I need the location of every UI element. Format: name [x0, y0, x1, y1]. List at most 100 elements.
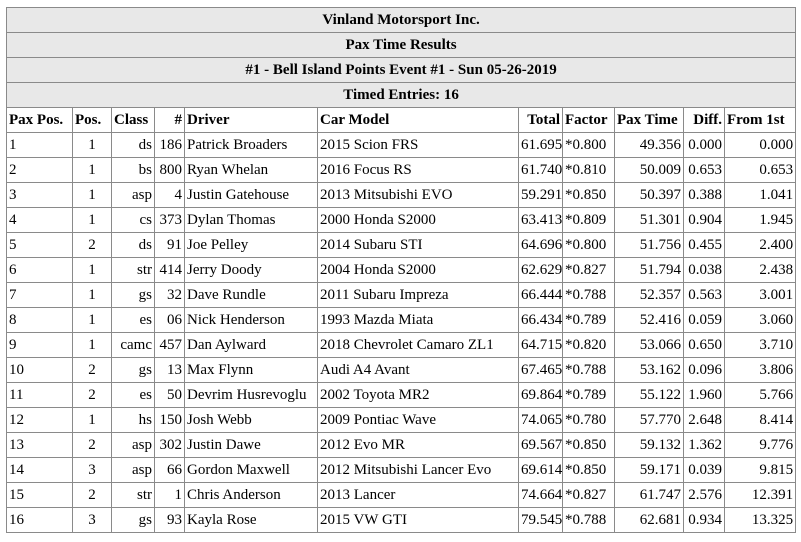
cell-diff: 1.960	[683, 382, 725, 408]
cell-from-first: 3.060	[723, 307, 797, 333]
org-title: Vinland Motorsport Inc.	[5, 7, 797, 33]
report-title-row: Pax Time Results	[5, 32, 797, 58]
cell-pos: 1	[72, 157, 112, 183]
cell-diff: 0.038	[683, 257, 725, 283]
cell-driver: Dan Aylward	[184, 332, 318, 358]
cell-car-number: 66	[154, 457, 185, 483]
cell-driver: Nick Henderson	[184, 307, 318, 333]
cell-pax-time: 50.397	[614, 182, 684, 208]
cell-total: 69.864	[518, 382, 563, 408]
cell-driver: Devrim Husrevoglu	[184, 382, 318, 408]
cell-class: ds	[111, 232, 155, 258]
cell-total: 66.444	[518, 282, 563, 308]
table-row: 10 2 gs 13 Max Flynn Audi A4 Avant 67.465 *0.78…	[6, 357, 797, 383]
cell-car-number: 150	[154, 407, 185, 433]
table-row: 4 1 cs 373 Dylan Thomas 2000 Honda S2000 63.41…	[6, 207, 797, 233]
cell-total: 59.291	[518, 182, 563, 208]
table-row: 3 1 asp 4 Justin Gatehouse 2013 Mitsubishi EV…	[6, 182, 797, 208]
cell-factor: *0.789	[562, 307, 615, 333]
cell-car-number: 06	[154, 307, 185, 333]
cell-class: camc	[111, 332, 155, 358]
cell-class: asp	[111, 457, 155, 483]
cell-pos: 1	[72, 282, 112, 308]
cell-pax-pos: 10	[6, 357, 73, 383]
cell-pax-time: 61.747	[614, 482, 684, 508]
cell-total: 64.696	[518, 232, 563, 258]
table-row: 11 2 es 50 Devrim Husrevoglu 2002 Toyota MR2 6…	[6, 382, 797, 408]
cell-car-model: 2018 Chevrolet Camaro ZL1	[317, 332, 519, 358]
cell-car-model: 2009 Pontiac Wave	[317, 407, 519, 433]
table-row: 7 1 gs 32 Dave Rundle 2011 Subaru Impreza 66.4…	[6, 282, 797, 308]
col-header-pax-time: Pax Time	[614, 107, 684, 133]
cell-pax-time: 57.770	[614, 407, 684, 433]
cell-class: gs	[111, 507, 155, 533]
cell-pax-pos: 1	[6, 132, 73, 158]
cell-pax-time: 59.171	[614, 457, 684, 483]
cell-pax-pos: 15	[6, 482, 73, 508]
cell-total: 63.413	[518, 207, 563, 233]
cell-pax-pos: 8	[6, 307, 73, 333]
cell-factor: *0.850	[562, 432, 615, 458]
cell-factor: *0.827	[562, 257, 615, 283]
cell-factor: *0.850	[562, 182, 615, 208]
cell-pax-time: 52.416	[614, 307, 684, 333]
cell-car-number: 186	[154, 132, 185, 158]
cell-factor: *0.780	[562, 407, 615, 433]
table-row: 6 1 str 414 Jerry Doody 2004 Honda S2000 62.62…	[6, 257, 797, 283]
event-title-row: #1 - Bell Island Points Event #1 - Sun 0…	[5, 57, 797, 83]
cell-driver: Gordon Maxwell	[184, 457, 318, 483]
table-row: 13 2 asp 302 Justin Dawe 2012 Evo MR 69.567 *0.…	[6, 432, 797, 458]
cell-from-first: 12.391	[723, 482, 797, 508]
cell-driver: Joe Pelley	[184, 232, 318, 258]
cell-from-first: 9.776	[723, 432, 797, 458]
cell-car-model: 2012 Evo MR	[317, 432, 519, 458]
cell-class: str	[111, 482, 155, 508]
table-row: 15 2 str 1 Chris Anderson 2013 Lancer 74.664 *0…	[6, 482, 797, 508]
cell-class: gs	[111, 282, 155, 308]
cell-from-first: 3.001	[723, 282, 797, 308]
cell-pax-time: 51.756	[614, 232, 684, 258]
cell-from-first: 0.653	[723, 157, 797, 183]
cell-factor: *0.788	[562, 357, 615, 383]
cell-class: asp	[111, 432, 155, 458]
cell-total: 61.695	[518, 132, 563, 158]
cell-car-model: 2013 Lancer	[317, 482, 519, 508]
cell-car-number: 1	[154, 482, 185, 508]
cell-diff: 0.000	[683, 132, 725, 158]
cell-class: asp	[111, 182, 155, 208]
pax-results-table: Vinland Motorsport Inc. Pax Time Results…	[5, 7, 797, 533]
cell-car-model: 2013 Mitsubishi EVO	[317, 182, 519, 208]
cell-class: es	[111, 382, 155, 408]
cell-pos: 1	[72, 332, 112, 358]
cell-driver: Jerry Doody	[184, 257, 318, 283]
cell-pax-pos: 7	[6, 282, 73, 308]
cell-factor: *0.788	[562, 507, 615, 533]
cell-driver: Josh Webb	[184, 407, 318, 433]
cell-pos: 1	[72, 407, 112, 433]
cell-diff: 0.563	[683, 282, 725, 308]
cell-total: 66.434	[518, 307, 563, 333]
cell-diff: 0.904	[683, 207, 725, 233]
cell-pos: 1	[72, 182, 112, 208]
cell-total: 69.567	[518, 432, 563, 458]
cell-car-model: 2016 Focus RS	[317, 157, 519, 183]
cell-total: 62.629	[518, 257, 563, 283]
cell-class: cs	[111, 207, 155, 233]
cell-driver: Chris Anderson	[184, 482, 318, 508]
cell-car-number: 4	[154, 182, 185, 208]
cell-pax-pos: 11	[6, 382, 73, 408]
cell-class: hs	[111, 407, 155, 433]
cell-class: bs	[111, 157, 155, 183]
cell-driver: Ryan Whelan	[184, 157, 318, 183]
cell-diff: 0.653	[683, 157, 725, 183]
cell-car-number: 91	[154, 232, 185, 258]
cell-car-number: 93	[154, 507, 185, 533]
cell-pax-time: 51.301	[614, 207, 684, 233]
cell-pax-time: 55.122	[614, 382, 684, 408]
cell-from-first: 13.325	[723, 507, 797, 533]
cell-total: 74.664	[518, 482, 563, 508]
cell-factor: *0.827	[562, 482, 615, 508]
cell-car-model: 2015 Scion FRS	[317, 132, 519, 158]
cell-from-first: 0.000	[723, 132, 797, 158]
cell-pax-time: 50.009	[614, 157, 684, 183]
